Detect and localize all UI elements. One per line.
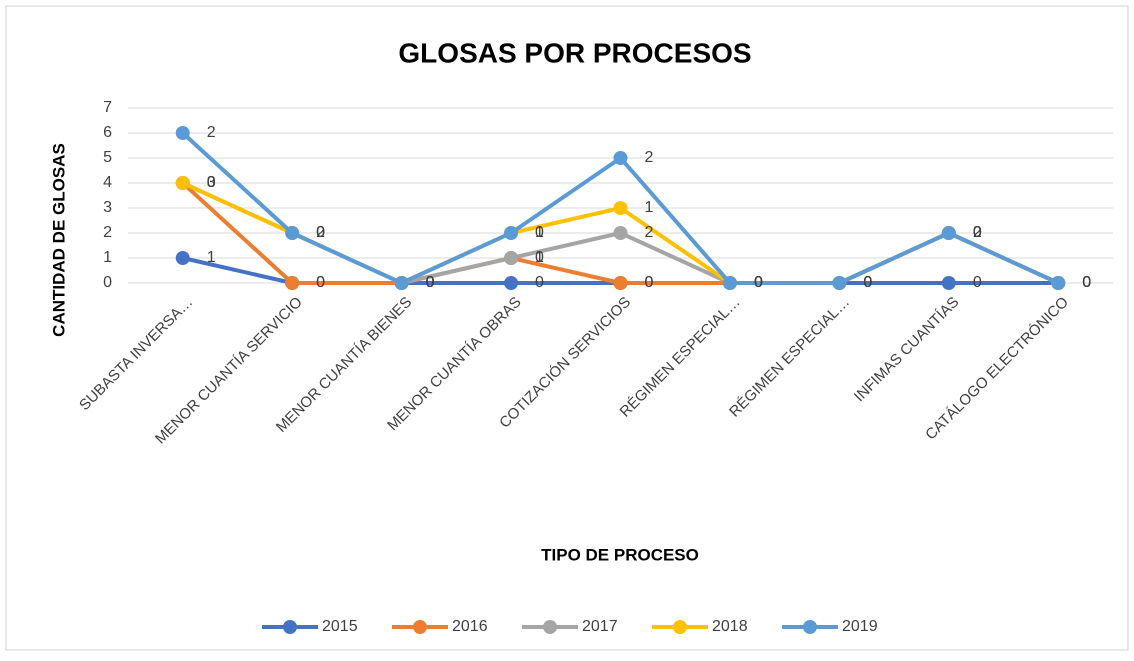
data-label: 0 — [1082, 274, 1091, 291]
data-label: 0 — [754, 274, 763, 291]
marker — [613, 276, 628, 290]
marker — [613, 226, 628, 240]
legend-marker — [283, 620, 297, 634]
data-label: 0 — [863, 274, 872, 291]
marker — [941, 226, 956, 240]
data-label: 0 — [426, 274, 435, 291]
y-tick-label: 1 — [103, 249, 112, 266]
y-axis-title: CANTIDAD DE GLOSAS — [49, 143, 68, 337]
legend-marker — [803, 620, 817, 634]
legend-label: 2016 — [452, 618, 488, 635]
data-label: 0 — [316, 224, 325, 241]
data-label: 0 — [426, 274, 435, 291]
data-label: 0 — [645, 274, 654, 291]
y-tick-label: 6 — [103, 124, 112, 141]
data-label: 0 — [754, 274, 763, 291]
data-label: 0 — [316, 224, 325, 241]
data-label: 0 — [973, 274, 982, 291]
data-label: 0 — [426, 274, 435, 291]
y-tick-label: 4 — [103, 174, 112, 191]
y-tick-label: 0 — [103, 274, 112, 291]
marker — [504, 226, 519, 240]
data-label: 0 — [863, 274, 872, 291]
data-label: 0 — [426, 274, 435, 291]
data-label: 0 — [863, 274, 872, 291]
chart-frame — [5, 5, 1129, 651]
marker — [941, 276, 956, 290]
data-label: 0 — [316, 274, 325, 291]
data-label: 1 — [535, 249, 544, 266]
legend-marker — [543, 620, 557, 634]
data-label: 0 — [754, 274, 763, 291]
data-label: 0 — [426, 274, 435, 291]
chart-title: GLOSAS POR PROCESOS — [398, 37, 751, 68]
legend-label: 2017 — [582, 618, 618, 635]
data-label: 3 — [207, 174, 216, 191]
marker — [832, 276, 847, 290]
legend-label: 2018 — [712, 618, 748, 635]
data-label: 0 — [1082, 274, 1091, 291]
data-label: 0 — [754, 274, 763, 291]
y-tick-label: 2 — [103, 224, 112, 241]
x-axis-title: TIPO DE PROCESO — [541, 545, 699, 564]
marker — [175, 126, 190, 140]
marker — [1051, 276, 1066, 290]
marker — [175, 176, 190, 190]
marker — [285, 226, 300, 240]
data-label: 0 — [863, 274, 872, 291]
data-label: 0 — [863, 274, 872, 291]
legend-marker — [673, 620, 687, 634]
data-label: 0 — [973, 224, 982, 241]
legend-label: 2019 — [842, 618, 878, 635]
y-tick-label: 7 — [103, 99, 112, 116]
data-label: 2 — [316, 224, 325, 241]
marker — [285, 276, 300, 290]
marker — [613, 151, 628, 165]
marker — [613, 201, 628, 215]
y-tick-label: 3 — [103, 199, 112, 216]
data-label: 2 — [645, 224, 654, 241]
data-label: 0 — [535, 249, 544, 266]
data-label: 0 — [316, 274, 325, 291]
marker — [504, 276, 519, 290]
data-label: 2 — [207, 124, 216, 141]
marker — [394, 276, 409, 290]
data-label: 0 — [754, 274, 763, 291]
data-label: 0 — [207, 174, 216, 191]
data-label: 0 — [973, 224, 982, 241]
marker — [175, 251, 190, 265]
data-label: 0 — [535, 274, 544, 291]
data-label: 0 — [1082, 274, 1091, 291]
data-label: 0 — [973, 224, 982, 241]
data-label: 1 — [207, 249, 216, 266]
data-label: 2 — [973, 224, 982, 241]
legend-marker — [413, 620, 427, 634]
y-tick-label: 5 — [103, 149, 112, 166]
data-label: 0 — [207, 174, 216, 191]
data-label: 0 — [535, 224, 544, 241]
data-label: 1 — [535, 224, 544, 241]
data-label: 2 — [645, 149, 654, 166]
data-label: 0 — [1082, 274, 1091, 291]
data-label: 1 — [645, 199, 654, 216]
data-label: 0 — [645, 274, 654, 291]
marker — [504, 251, 519, 265]
data-label: 0 — [1082, 274, 1091, 291]
marker — [722, 276, 737, 290]
legend-label: 2015 — [322, 618, 358, 635]
